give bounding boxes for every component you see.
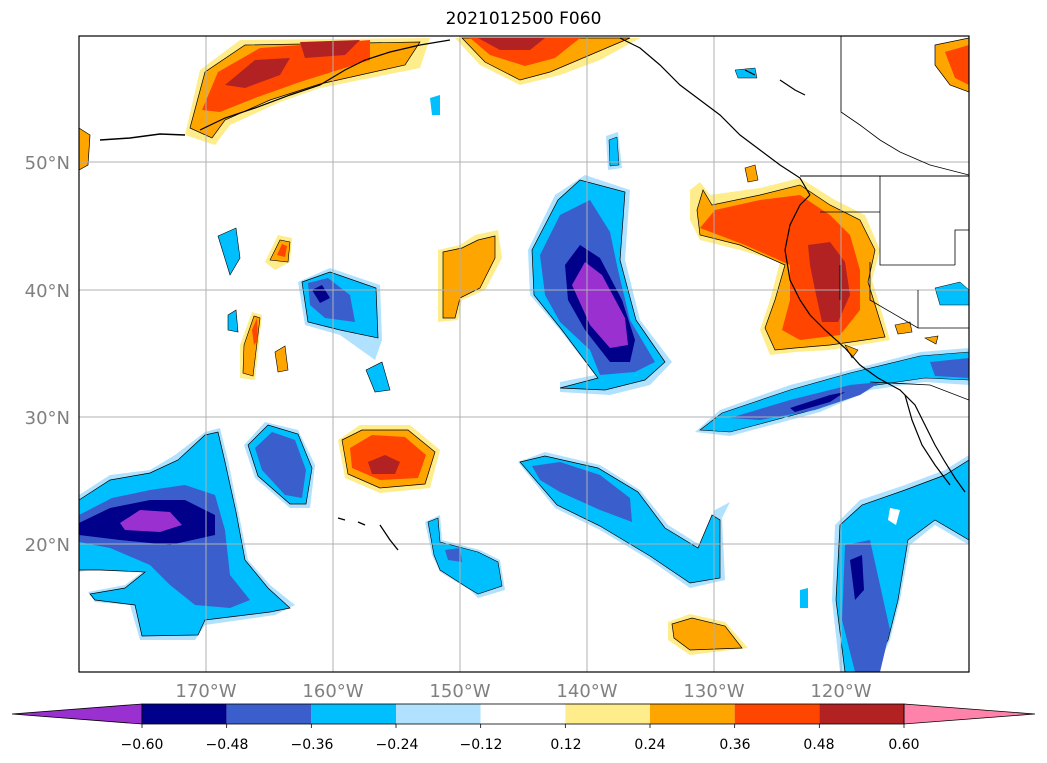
lon-label-130w: 130°W	[683, 681, 744, 702]
alaska-peninsula	[199, 39, 451, 131]
colorbar-segment	[480, 704, 566, 724]
ne-corner-positive-region	[934, 37, 969, 93]
coastlines	[99, 36, 969, 551]
lon-label-150w: 150°W	[429, 681, 490, 702]
colorbar-tick-label: −0.12	[460, 737, 503, 753]
colorbar-tick-label: −0.24	[376, 737, 419, 753]
colorbar-tick-label: 0.24	[634, 737, 665, 753]
west-coast-positive-region	[690, 164, 939, 359]
lon-label-160w: 160°W	[302, 681, 363, 702]
alaska-panhandle-islands	[744, 69, 806, 96]
gulf-alaska-positive-region	[455, 37, 640, 85]
colorbar-tick-label: 0.60	[888, 737, 919, 753]
canada-border-line	[840, 36, 969, 176]
west-negative-region	[217, 67, 758, 508]
colorbar-extend-high	[903, 703, 1036, 725]
colorbar: −0.60 −0.48 −0.36 −0.24 −0.12 0.12 0.24 …	[11, 703, 1036, 753]
hawaii-negative-region	[425, 515, 505, 598]
us-coast	[784, 194, 966, 493]
colorbar-segment	[311, 704, 396, 724]
colorbar-segment	[226, 704, 312, 724]
aleutian-islands	[99, 133, 186, 141]
west-edge-positive-region	[79, 127, 91, 171]
colorbar-tick-label: −0.48	[206, 737, 249, 753]
colorbar-segment	[819, 704, 904, 724]
lon-label-170w: 170°W	[175, 681, 236, 702]
aleutian-positive-region	[185, 38, 430, 145]
bc-coast	[619, 37, 811, 196]
latitude-labels: 50°N 40°N 30°N 20°N	[25, 153, 70, 556]
colorbar-segment	[565, 704, 650, 724]
map-title: 2021012500 F060	[445, 9, 602, 29]
map-gridlines	[79, 36, 969, 672]
lon-label-140w: 140°W	[556, 681, 617, 702]
colorbar-tick-label: 0.36	[719, 737, 750, 753]
small-positive-spots	[240, 230, 748, 655]
lat-label-40n: 40°N	[25, 281, 70, 302]
colorbar-tick-label: 0.48	[803, 737, 834, 753]
us-mexico-border	[869, 381, 969, 401]
baja-california	[904, 394, 951, 486]
hawaii-islands	[337, 517, 399, 551]
colorbar-segment	[142, 704, 227, 724]
subtropical-negative-band	[518, 452, 730, 588]
southwest-negative-region	[79, 428, 295, 640]
lon-label-120w: 120°W	[810, 681, 871, 702]
anomaly-field	[79, 37, 969, 672]
colorbar-segment	[650, 704, 735, 724]
socal-negative-band	[695, 281, 969, 436]
lat-label-20n: 20°N	[25, 535, 70, 556]
central-negative-region	[528, 132, 672, 395]
lat-label-30n: 30°N	[25, 408, 70, 429]
colorbar-outline	[141, 703, 905, 725]
colorbar-extend-low	[11, 703, 143, 725]
colorbar-tick-label: −0.36	[291, 737, 334, 753]
map-frame	[78, 35, 970, 673]
colorbar-segment	[396, 704, 481, 724]
lat-label-50n: 50°N	[25, 153, 70, 174]
colorbar-tick-label: 0.12	[550, 737, 581, 753]
southeast-negative-region	[800, 455, 969, 672]
colorbar-segment	[734, 704, 820, 724]
state-borders	[820, 176, 969, 329]
colorbar-tick-label: −0.60	[121, 737, 164, 753]
longitude-labels: 170°W 160°W 150°W 140°W 130°W 120°W	[175, 681, 871, 702]
